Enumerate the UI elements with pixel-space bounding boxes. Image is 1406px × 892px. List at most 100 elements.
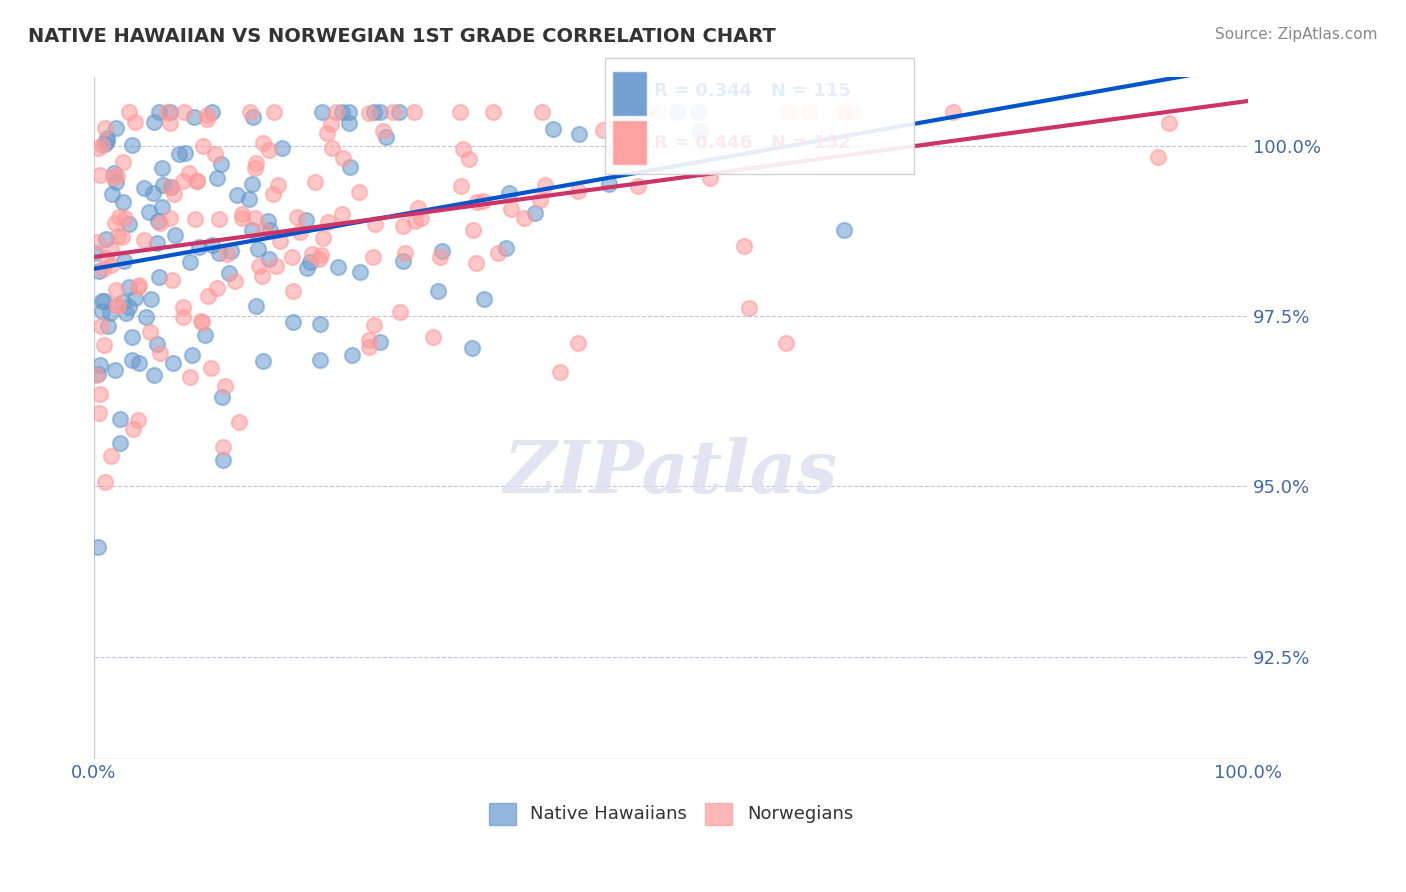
Point bbox=[295, 260, 318, 275]
Point bbox=[250, 269, 273, 284]
Point bbox=[240, 223, 263, 237]
Point bbox=[167, 147, 190, 161]
Point bbox=[280, 250, 302, 264]
Point bbox=[139, 292, 162, 306]
Point bbox=[283, 315, 305, 329]
Point bbox=[430, 244, 453, 258]
Point bbox=[392, 253, 415, 268]
Point bbox=[738, 301, 761, 316]
Point bbox=[162, 356, 184, 370]
Point bbox=[184, 212, 207, 227]
Point bbox=[108, 210, 131, 224]
Point bbox=[389, 305, 412, 319]
Point bbox=[94, 137, 117, 152]
Point bbox=[145, 235, 167, 250]
Point bbox=[179, 370, 201, 384]
Point bbox=[86, 540, 108, 554]
Point bbox=[159, 116, 181, 130]
Point bbox=[197, 289, 219, 303]
Point bbox=[567, 184, 589, 198]
Point bbox=[121, 352, 143, 367]
Point bbox=[118, 300, 141, 314]
Point bbox=[775, 335, 797, 350]
Point bbox=[429, 250, 451, 264]
Point bbox=[118, 104, 141, 119]
Point bbox=[159, 180, 181, 194]
Point bbox=[100, 186, 122, 201]
Point bbox=[404, 104, 426, 119]
Point bbox=[112, 195, 135, 210]
Point bbox=[406, 201, 429, 215]
Point bbox=[201, 105, 224, 120]
Point bbox=[368, 104, 391, 119]
Point bbox=[321, 117, 343, 131]
Point bbox=[605, 120, 627, 134]
Point bbox=[208, 212, 231, 227]
Point bbox=[257, 143, 280, 157]
Point bbox=[134, 233, 156, 247]
Point bbox=[108, 435, 131, 450]
Point bbox=[105, 284, 128, 298]
Point bbox=[148, 270, 170, 285]
Point bbox=[359, 106, 381, 120]
Point bbox=[283, 285, 305, 299]
Point bbox=[201, 238, 224, 252]
Point bbox=[245, 156, 267, 170]
Point bbox=[465, 256, 488, 270]
Point bbox=[159, 211, 181, 225]
Point bbox=[115, 306, 138, 320]
Point bbox=[96, 252, 118, 266]
Point bbox=[91, 304, 114, 318]
Point bbox=[339, 160, 361, 174]
Point bbox=[252, 136, 274, 151]
Point bbox=[463, 223, 485, 237]
Point bbox=[471, 194, 494, 208]
Point bbox=[86, 235, 108, 249]
Point bbox=[363, 217, 385, 231]
Point bbox=[347, 185, 370, 199]
Point bbox=[165, 228, 187, 243]
Point bbox=[647, 104, 669, 119]
Point bbox=[228, 416, 250, 430]
Point bbox=[373, 124, 395, 138]
Point bbox=[349, 265, 371, 279]
Point bbox=[567, 335, 589, 350]
Point bbox=[217, 246, 239, 260]
Point bbox=[627, 104, 650, 119]
Point bbox=[548, 365, 571, 379]
Point bbox=[118, 280, 141, 294]
Point bbox=[778, 104, 800, 119]
Point bbox=[501, 202, 523, 217]
Point bbox=[620, 104, 643, 119]
Point bbox=[172, 300, 194, 314]
Point bbox=[592, 123, 614, 137]
Point bbox=[257, 252, 280, 266]
Point bbox=[89, 406, 111, 420]
Point bbox=[93, 338, 115, 352]
Point bbox=[325, 104, 347, 119]
Point bbox=[262, 187, 284, 202]
Point bbox=[252, 354, 274, 368]
Point bbox=[149, 216, 172, 230]
Point bbox=[105, 169, 128, 183]
Point bbox=[513, 211, 536, 226]
Point bbox=[180, 348, 202, 362]
Text: R = 0.446   N = 152: R = 0.446 N = 152 bbox=[654, 134, 851, 152]
Point bbox=[449, 104, 471, 119]
Point bbox=[326, 260, 349, 275]
Point bbox=[841, 104, 863, 119]
Point bbox=[308, 252, 330, 266]
Point bbox=[112, 254, 135, 268]
Point bbox=[219, 244, 242, 258]
Point bbox=[142, 368, 165, 382]
Point bbox=[163, 186, 186, 201]
Point bbox=[172, 174, 194, 188]
Point bbox=[598, 177, 620, 191]
Point bbox=[127, 412, 149, 426]
Point bbox=[183, 110, 205, 124]
Point bbox=[689, 124, 711, 138]
Point bbox=[191, 314, 214, 328]
Point bbox=[427, 284, 450, 298]
Point bbox=[311, 104, 333, 119]
Point bbox=[114, 211, 136, 225]
